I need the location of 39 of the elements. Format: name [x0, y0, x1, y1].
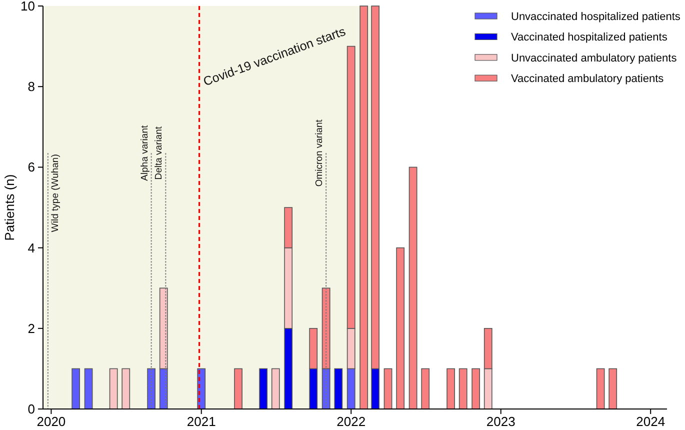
bar [408, 166, 418, 410]
y-axis-title: Patients (n) [2, 174, 17, 241]
legend-label: Vaccinated ambulatory patients [511, 73, 664, 86]
bar [72, 368, 80, 410]
y-tick-label: 0 [28, 402, 35, 416]
bar [608, 368, 618, 410]
bar [472, 368, 480, 410]
bar [234, 368, 242, 410]
bar [84, 368, 93, 410]
ref-line-label: Wild type (Wuhan) [50, 154, 61, 232]
bar [147, 368, 156, 410]
ref-line-label: Alpha variant [139, 125, 150, 181]
y-tick-label: 6 [28, 160, 35, 175]
ref-line-label: Delta variant [154, 126, 165, 180]
y-tick-label: 2 [28, 320, 35, 336]
x-tick-label: 2024 [636, 414, 666, 429]
bar [122, 368, 130, 410]
y-tick-label: 10 [20, 0, 35, 14]
bar [384, 368, 392, 410]
bar [446, 368, 455, 410]
bar [334, 368, 343, 410]
x-tick-label: 2023 [486, 414, 516, 429]
legend-label: Unvaccinated ambulatory patients [511, 52, 678, 64]
bar [259, 368, 268, 410]
y-tick-label: 4 [28, 240, 35, 256]
bar [421, 368, 430, 410]
x-tick-label: 2020 [36, 414, 66, 429]
bar [109, 368, 118, 410]
bar [396, 247, 405, 410]
bar [458, 368, 468, 410]
x-tick-label: 2022 [336, 414, 366, 429]
legend-label: Vaccinated hospitalized patients [511, 32, 668, 44]
bar [360, 6, 368, 410]
ref-line-label: Omicron variant [314, 119, 326, 187]
bar [271, 368, 280, 410]
x-tick-label: 2021 [186, 414, 216, 429]
legend-label: Unvaccinated hospitalized patients [511, 11, 681, 23]
bar [596, 368, 605, 410]
y-tick-label: 8 [28, 79, 35, 94]
